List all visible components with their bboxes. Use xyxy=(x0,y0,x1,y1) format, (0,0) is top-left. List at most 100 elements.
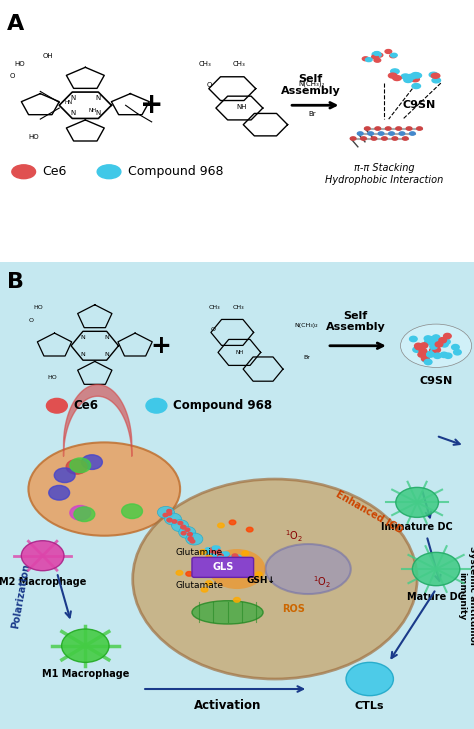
Circle shape xyxy=(181,531,186,535)
Circle shape xyxy=(418,345,425,350)
Circle shape xyxy=(428,339,435,344)
Text: $^1$O$_2$: $^1$O$_2$ xyxy=(313,574,331,590)
Circle shape xyxy=(432,346,439,351)
Circle shape xyxy=(391,69,399,74)
Circle shape xyxy=(188,533,192,536)
Circle shape xyxy=(415,343,422,348)
Text: HO: HO xyxy=(33,305,43,310)
Circle shape xyxy=(206,555,212,560)
Circle shape xyxy=(210,547,216,551)
Text: N: N xyxy=(70,95,75,101)
Circle shape xyxy=(405,76,413,81)
Circle shape xyxy=(233,558,239,562)
Ellipse shape xyxy=(28,443,180,536)
Text: $^1$O$_2$: $^1$O$_2$ xyxy=(285,528,303,544)
Circle shape xyxy=(179,526,196,539)
Text: GLS: GLS xyxy=(212,562,234,572)
Circle shape xyxy=(402,137,408,140)
Circle shape xyxy=(408,75,417,80)
Ellipse shape xyxy=(401,324,472,367)
Text: Polarization: Polarization xyxy=(11,562,32,629)
Circle shape xyxy=(219,565,224,569)
Circle shape xyxy=(428,337,435,342)
Circle shape xyxy=(146,399,167,413)
Circle shape xyxy=(230,557,236,561)
Circle shape xyxy=(418,352,426,357)
Text: Enhanced ICD: Enhanced ICD xyxy=(335,489,405,536)
Circle shape xyxy=(375,127,381,130)
Circle shape xyxy=(222,561,228,566)
Text: M1 Macrophage: M1 Macrophage xyxy=(42,669,129,679)
Circle shape xyxy=(230,555,236,559)
Text: Ce6: Ce6 xyxy=(43,165,67,179)
Text: ROS: ROS xyxy=(283,604,305,614)
Circle shape xyxy=(223,561,229,566)
Text: Activation: Activation xyxy=(194,699,261,712)
Circle shape xyxy=(412,84,420,88)
Circle shape xyxy=(432,335,440,340)
Circle shape xyxy=(206,581,212,585)
Circle shape xyxy=(422,356,429,362)
Circle shape xyxy=(357,132,363,135)
Circle shape xyxy=(404,77,412,82)
Text: N: N xyxy=(104,351,109,356)
Text: CH₃: CH₃ xyxy=(232,61,245,68)
Text: O: O xyxy=(206,82,211,88)
Circle shape xyxy=(218,556,223,561)
Text: Self
Assembly: Self Assembly xyxy=(326,311,385,332)
Text: NH: NH xyxy=(235,350,244,355)
Circle shape xyxy=(410,132,415,135)
Text: CTLs: CTLs xyxy=(355,701,384,711)
Circle shape xyxy=(186,572,192,576)
Text: CH₃: CH₃ xyxy=(209,305,220,310)
Text: N: N xyxy=(70,109,75,116)
Text: Br: Br xyxy=(303,355,310,360)
Circle shape xyxy=(12,165,36,179)
Text: O: O xyxy=(211,327,216,332)
Text: N: N xyxy=(81,351,85,356)
Circle shape xyxy=(217,561,222,564)
Circle shape xyxy=(190,539,195,543)
Ellipse shape xyxy=(192,601,263,624)
Circle shape xyxy=(209,558,215,562)
Circle shape xyxy=(97,165,121,179)
Circle shape xyxy=(234,556,240,560)
Circle shape xyxy=(172,520,189,531)
Text: N: N xyxy=(81,335,85,340)
Circle shape xyxy=(396,488,438,518)
Circle shape xyxy=(393,76,401,80)
Circle shape xyxy=(212,546,218,550)
Circle shape xyxy=(157,507,174,518)
Circle shape xyxy=(235,556,240,561)
Circle shape xyxy=(410,336,417,342)
Circle shape xyxy=(181,526,186,529)
Circle shape xyxy=(424,336,432,341)
Text: NH: NH xyxy=(88,109,97,113)
Circle shape xyxy=(178,521,183,525)
Text: GSH↓: GSH↓ xyxy=(246,576,275,585)
Circle shape xyxy=(205,547,211,552)
Circle shape xyxy=(443,339,450,344)
Ellipse shape xyxy=(265,544,351,594)
Circle shape xyxy=(391,53,397,57)
Circle shape xyxy=(452,345,459,350)
Circle shape xyxy=(236,555,241,559)
Circle shape xyxy=(350,137,356,140)
Text: N: N xyxy=(104,335,109,340)
Circle shape xyxy=(210,550,215,554)
Circle shape xyxy=(365,58,372,62)
Circle shape xyxy=(412,553,460,585)
Text: Glutamate: Glutamate xyxy=(175,581,223,590)
Circle shape xyxy=(439,338,447,343)
Circle shape xyxy=(403,76,412,80)
Circle shape xyxy=(413,73,421,78)
Text: OH: OH xyxy=(43,53,53,59)
Circle shape xyxy=(223,561,229,564)
Circle shape xyxy=(220,555,226,559)
Text: N: N xyxy=(95,95,100,101)
Circle shape xyxy=(223,552,229,556)
Circle shape xyxy=(401,74,410,79)
Circle shape xyxy=(421,356,429,361)
Circle shape xyxy=(185,528,190,531)
Circle shape xyxy=(213,558,219,562)
